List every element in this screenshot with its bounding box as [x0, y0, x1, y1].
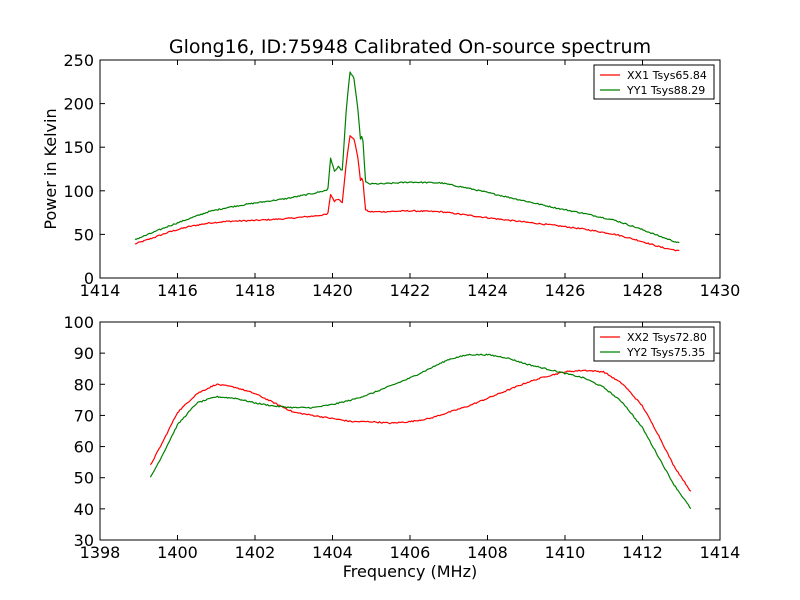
x-tick-label: 1404 — [312, 543, 353, 562]
y-tick-label: 250 — [63, 51, 94, 70]
series-line-1-2 — [134, 71, 680, 244]
x-tick-label: 1400 — [157, 543, 198, 562]
x-tick-label: 1416 — [157, 281, 198, 300]
legend-entry: YY2 Tsys75.35 — [626, 346, 705, 359]
y-tick-label: 90 — [74, 344, 94, 363]
legend-entry: XX1 Tsys65.84 — [627, 69, 707, 82]
y-tick-label: 40 — [74, 500, 94, 519]
x-tick-label: 1398 — [80, 543, 121, 562]
legend-box — [593, 326, 715, 362]
y-tick-label: 50 — [74, 469, 94, 488]
y-tick-label: 100 — [63, 313, 94, 332]
series-line-2-1 — [149, 369, 692, 492]
x-tick-label: 1414 — [700, 543, 741, 562]
series-line-1-1 — [134, 135, 680, 252]
y-tick-label: 80 — [74, 375, 94, 394]
x-tick-label: 1426 — [545, 281, 586, 300]
y-tick-label: 0 — [84, 269, 94, 288]
legend-box — [593, 64, 715, 100]
x-axis-label: Frequency (MHz) — [343, 562, 477, 581]
x-tick-label: 1428 — [622, 281, 663, 300]
x-tick-label: 1420 — [312, 281, 353, 300]
y-tick-label: 30 — [74, 531, 94, 550]
x-tick-label: 1424 — [467, 281, 508, 300]
series-line-2-2 — [149, 353, 692, 510]
legend-entry: YY1 Tsys88.29 — [626, 84, 705, 97]
chart-panel-2: 1398 1400 1402 1404 1406 1408 1410 1412 1414 30 40… — [63, 313, 740, 562]
x-tick-label: 1406 — [390, 543, 431, 562]
x-tick-label: 1412 — [622, 543, 663, 562]
legend-entry: XX2 Tsys72.80 — [627, 331, 707, 344]
y-axis-label: Power in Kelvin — [41, 108, 60, 229]
x-tick-label: 1414 — [80, 281, 121, 300]
plots-group: 1414 1416 1418 1420 1422 1424 1426 1428 14300501… — [63, 51, 740, 562]
x-tick-label: 1410 — [545, 543, 586, 562]
chart-panel-1: 1414 1416 1418 1420 1422 1424 1426 1428 1430 0 50 1… — [63, 51, 740, 300]
y-tick-label: 60 — [74, 438, 94, 457]
x-tick-label: 1430 — [700, 281, 741, 300]
legend-1: XX1 Tsys65.84 YY1 Tsys88.29 — [593, 64, 715, 100]
x-tick-label: 1408 — [467, 543, 508, 562]
chart-title: Glong16, ID:75948 Calibrated On-source s… — [169, 36, 651, 58]
x-tick-label: 1418 — [235, 281, 276, 300]
y-tick-label: 70 — [74, 406, 94, 425]
y-tick-label: 200 — [63, 95, 94, 114]
x-tick-label: 1422 — [390, 281, 431, 300]
y-tick-label: 100 — [63, 182, 94, 201]
x-tick-label: 1402 — [235, 543, 276, 562]
y-tick-label: 150 — [63, 138, 94, 157]
legend-2: XX2 Tsys72.80 YY2 Tsys75.35 — [593, 326, 715, 362]
y-tick-label: 50 — [74, 225, 94, 244]
